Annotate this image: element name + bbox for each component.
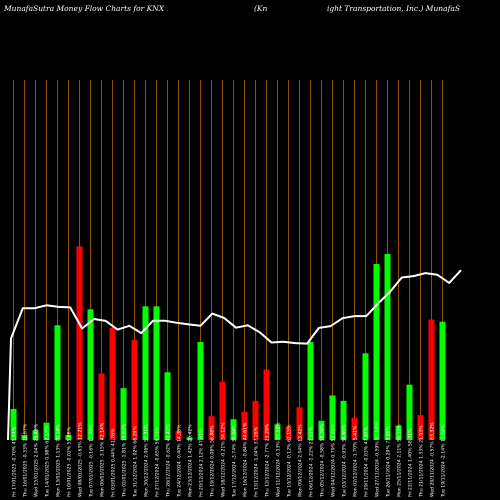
- money-flow-bar: [131, 340, 138, 440]
- date-label: Fri 17/01/2025 -0.70% 41.44%: [12, 426, 18, 497]
- date-label: Tue 07/01/2025 -0.16% 11.49%: [89, 424, 95, 498]
- date-label: Fri 06/12/2024 -1.22% 22.81%: [309, 426, 315, 497]
- money-flow-bar: [109, 327, 116, 440]
- date-label: Fri 22/11/2024 1.40% 58.31%: [408, 428, 414, 497]
- date-label: Fri 03/01/2025 0.44% 41.78%: [111, 428, 117, 497]
- money-flow-bar: [362, 353, 369, 440]
- date-label: Mon 16/12/2024 -0.84% 44.61%: [243, 422, 249, 497]
- date-label: Wed 11/12/2024 -0.33% 32.52%: [276, 422, 282, 497]
- price-line: [7, 269, 462, 441]
- money-flow-bar: [10, 408, 17, 440]
- date-label: Tue 03/12/2024 -0.93% 38.89%: [342, 424, 348, 498]
- money-flow-bars: [10, 246, 446, 440]
- date-label: Wed 04/12/2024 0.79% 52.62%: [331, 423, 337, 497]
- money-flow-bar: [395, 425, 402, 440]
- money-flow-bar: [164, 372, 171, 440]
- date-label: Mon 23/12/2024 1.42% 20.42%: [188, 424, 194, 497]
- date-label: Mon 13/01/2025 1.13% 70.19%: [56, 424, 62, 497]
- date-label: Mon 25/11/2024 2.11% 59.39%: [397, 424, 403, 497]
- money-flow-bar: [296, 407, 303, 440]
- date-label: Wed 18/12/2024 -0.21% 34.12%: [221, 422, 227, 497]
- date-label: Mon 30/12/2024 2.06% 52.31%: [144, 424, 150, 497]
- date-label: Thu 02/01/2025 -1.81% 19.63%: [122, 423, 128, 498]
- date-label: Tue 26/11/2024 0.29% 73.26%: [386, 426, 392, 498]
- money-flow-bar: [208, 416, 215, 440]
- money-flow-bar: [318, 420, 325, 440]
- money-flow-bar: [285, 426, 292, 440]
- date-label: Thu 12/12/2024 -2.77% 23.29%: [265, 423, 271, 498]
- money-flow-bar: [219, 381, 226, 440]
- money-flow-bar: [307, 341, 314, 440]
- chart-title-right: ight Transportation, Inc.) MunafaS: [327, 4, 460, 13]
- date-label: Wed 27/11/2024 -0.59% 57.14%: [375, 422, 381, 497]
- money-flow-bar: [406, 384, 413, 440]
- money-flow-bar: [263, 369, 270, 440]
- money-flow-bar: [329, 395, 336, 440]
- money-flow-bar: [32, 430, 39, 440]
- money-flow-bar: [351, 417, 358, 440]
- money-flow-bar: [65, 435, 72, 440]
- date-labels: Fri 17/01/2025 -0.70% 41.44% Thu 16/01/20…: [12, 422, 447, 498]
- money-flow-bar: [43, 422, 50, 440]
- date-label: Tue 17/12/2024 -3.74% 30.64%: [232, 424, 238, 498]
- date-label: Fri 27/12/2024 -0.65% 56.33%: [155, 426, 161, 497]
- date-label: Wed 08/01/2025 -0.63% 12.21%: [78, 422, 84, 497]
- money-flow-bar: [76, 246, 83, 440]
- date-label: Thu 19/12/2024 0.08% 56.88%: [210, 425, 216, 498]
- money-flow-bar: [87, 309, 94, 440]
- money-flow-bar: [384, 253, 391, 440]
- money-flow-bar: [175, 430, 182, 440]
- money-flow-bar: [54, 325, 61, 440]
- chart-title-middle: (Kn: [254, 4, 268, 13]
- date-label: Wed 20/11/2024 -0.57% 63.32%: [430, 422, 436, 497]
- money-flow-bar: [186, 437, 193, 440]
- money-flow-bar: [241, 411, 248, 440]
- money-flow-bar: [340, 400, 347, 440]
- money-flow-bar: [197, 341, 204, 440]
- date-label: Thu 21/11/2024 1.33% 21.03%: [419, 425, 425, 498]
- date-label: Mon 09/12/2024 2.04% 13.42%: [298, 424, 304, 497]
- money-flow-bar: [98, 373, 105, 440]
- date-label: Tue 31/12/2024 1.02% 66.29%: [133, 426, 139, 498]
- date-label: Fri 20/12/2024 2.12% 47.61%: [199, 428, 205, 497]
- money-flow-bar: [153, 306, 160, 440]
- date-label: Thu 05/12/2024 -0.58% 50.36%: [320, 423, 326, 498]
- money-flow-bar: [428, 319, 435, 440]
- date-label: Tue 19/11/2024 -2.14% 11.54%: [441, 424, 447, 498]
- date-label: Thu 26/12/2024 -0.62% 41.41%: [166, 423, 172, 498]
- money-flow-bar: [373, 263, 380, 440]
- date-label: Fri 13/12/2024 -1.04% 37.26%: [254, 426, 260, 497]
- date-label: Fri 29/11/2024 -0.03% 47.97%: [364, 426, 370, 497]
- money-flow-bar: [252, 400, 259, 440]
- chart-title-left: MunafaSutra Money Flow Charts for KNX: [4, 4, 165, 13]
- money-flow-bar: [230, 419, 237, 440]
- date-label: Mon 06/01/2025 -3.15% 42.14%: [100, 422, 106, 497]
- money-flow-bar: [274, 424, 281, 440]
- money-flow-bar: [142, 306, 149, 440]
- date-label: Tue 14/01/2025 0.98% 62.57%: [45, 426, 51, 498]
- money-flow-bar: [21, 435, 28, 440]
- date-label: Thu 16/01/2025 -0.33% 26.87%: [23, 423, 29, 498]
- date-label: Tue 10/12/2024 -0.12% 62.15%: [287, 424, 293, 498]
- money-flow-bar: [417, 415, 424, 440]
- date-label: Fri 10/01/2025 -0.02% 55.88%: [67, 426, 73, 497]
- date-label: Wed 15/01/2025 2.04% 26.48%: [34, 423, 40, 497]
- money-flow-bar: [439, 321, 446, 440]
- money-flow-bar: [120, 388, 127, 440]
- date-label: Tue 24/12/2024 -0.40% 14.38%: [177, 424, 183, 498]
- date-label: Mon 02/12/2024 -1.70% 5.41%: [353, 425, 359, 497]
